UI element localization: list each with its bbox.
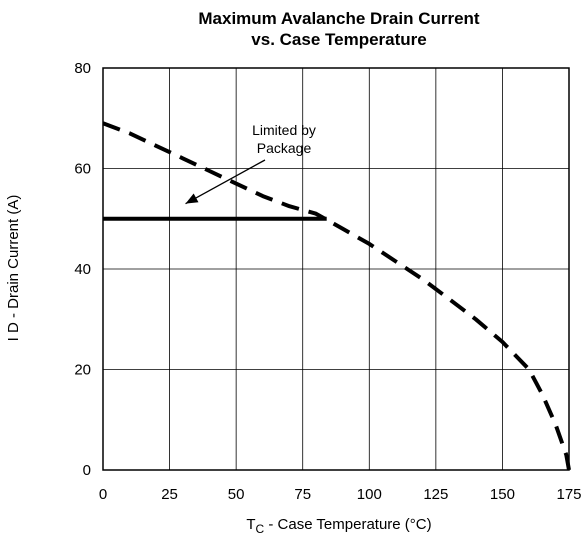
annotation-line1: Limited by	[252, 122, 316, 138]
y-tick-label: 0	[83, 462, 91, 479]
grid	[103, 68, 569, 470]
annotation-arrow	[186, 160, 265, 204]
annotation-line2: Package	[257, 140, 312, 156]
x-tick-label: 25	[161, 486, 178, 503]
x-axis-label-suffix: - Case Temperature (°C)	[264, 516, 431, 533]
x-axis-label: TC - Case Temperature (°C)	[246, 516, 431, 536]
y-axis-label: I D - Drain Current (A)	[5, 195, 22, 342]
x-tick-label: 0	[99, 486, 107, 503]
x-tick-label: 150	[490, 486, 515, 503]
x-tick-labels: 0 25 50 75 100 125 150 175	[99, 486, 582, 503]
y-tick-label: 40	[74, 261, 91, 278]
y-tick-label: 80	[74, 60, 91, 77]
x-tick-label: 75	[294, 486, 311, 503]
chart-title-line1: Maximum Avalanche Drain Current	[198, 9, 480, 28]
chart-title-line2: vs. Case Temperature	[251, 30, 426, 49]
x-tick-label: 50	[228, 486, 245, 503]
y-tick-label: 20	[74, 362, 91, 379]
x-tick-label: 125	[423, 486, 448, 503]
y-tick-label: 60	[74, 161, 91, 178]
series-group	[103, 123, 569, 470]
x-tick-label: 100	[357, 486, 382, 503]
y-tick-labels: 0 20 40 60 80	[74, 60, 91, 479]
x-axis-label-prefix: T	[246, 516, 255, 533]
series-line-dashed	[103, 123, 569, 470]
x-axis-label-subscript: C	[256, 522, 265, 536]
x-tick-label: 175	[556, 486, 581, 503]
annotation-arrowhead	[186, 194, 199, 204]
